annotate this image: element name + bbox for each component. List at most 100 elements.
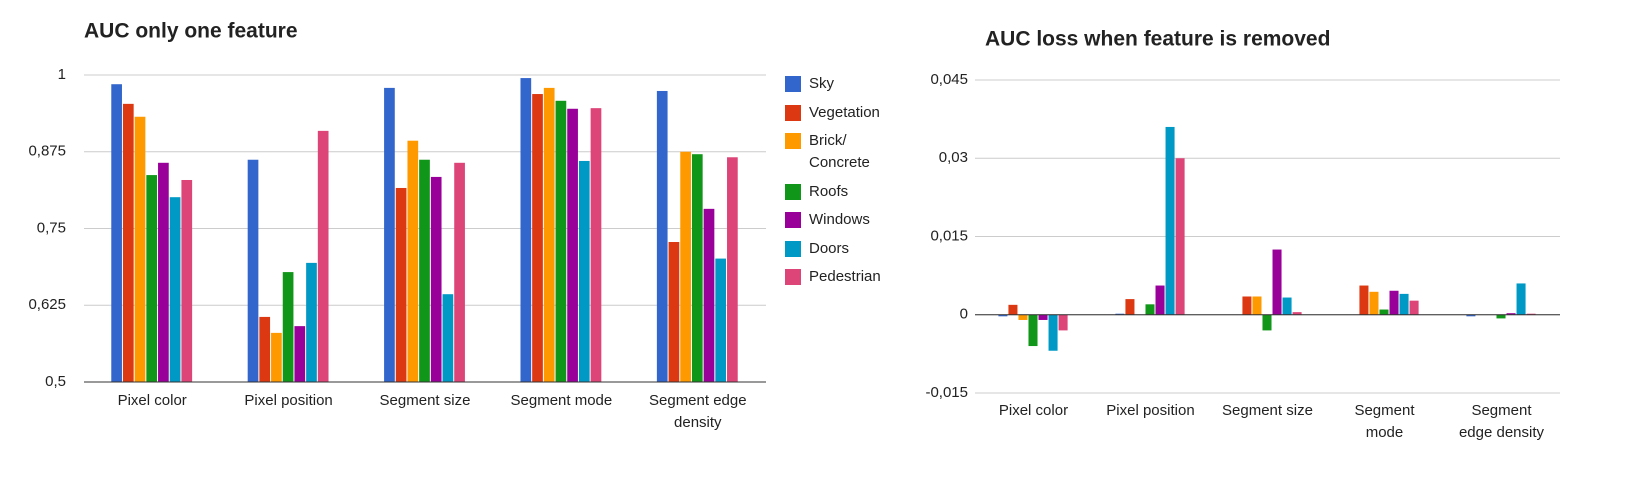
- chart-title: AUC only one feature: [84, 20, 298, 43]
- bar: [395, 187, 407, 382]
- bar: [715, 258, 727, 382]
- x-tick-label: Segment mode: [1354, 402, 1415, 441]
- bar: [1272, 249, 1282, 315]
- bar: [1409, 300, 1419, 315]
- bar: [656, 90, 668, 383]
- bar: [419, 159, 430, 382]
- y-tick-label: 0,015: [930, 227, 968, 244]
- bar: [247, 159, 259, 382]
- y-tick-label: 0,625: [28, 296, 66, 313]
- x-tick-label: Pixel position: [244, 392, 333, 409]
- bar: [1018, 314, 1028, 320]
- bar: [317, 130, 329, 382]
- bar: [181, 179, 193, 382]
- bar: [1526, 313, 1536, 315]
- bar: [259, 316, 271, 382]
- bar: [1506, 313, 1516, 315]
- x-tick-label: Segment edge density: [649, 392, 747, 431]
- bar: [1262, 314, 1272, 331]
- bar: [578, 160, 590, 382]
- x-tick-label: Pixel color: [117, 392, 187, 409]
- bar: [282, 272, 294, 382]
- bar: [1175, 158, 1185, 315]
- bar: [111, 84, 122, 383]
- bar: [1048, 314, 1058, 351]
- bar: [1389, 290, 1399, 315]
- x-tick-label: Segment mode: [510, 392, 613, 409]
- legend-swatch: [785, 183, 801, 200]
- bar: [294, 326, 306, 382]
- x-tick-label: Segment edge density: [1458, 402, 1545, 441]
- chart-title: AUC loss when feature is removed: [985, 28, 1330, 51]
- bar: [169, 197, 181, 382]
- bar: [146, 175, 158, 382]
- bar: [567, 108, 578, 383]
- bar: [680, 151, 691, 382]
- legend-label: Windows: [809, 211, 870, 228]
- bar: [1282, 297, 1292, 315]
- bar: [430, 176, 442, 382]
- bar: [1516, 283, 1526, 315]
- legend-label: Sky: [809, 75, 835, 92]
- bar: [1008, 304, 1018, 315]
- y-tick-label: 0,5: [45, 373, 66, 390]
- bar: [1292, 312, 1302, 315]
- bar: [271, 332, 282, 382]
- legend-swatch: [785, 212, 801, 228]
- bar: [1379, 309, 1389, 315]
- bar: [122, 103, 134, 382]
- bar: [727, 157, 738, 382]
- bar: [407, 140, 419, 382]
- bar: [442, 294, 454, 382]
- bar: [1145, 304, 1155, 315]
- bar: [306, 262, 317, 382]
- bar: [384, 87, 395, 383]
- bar: [134, 116, 146, 382]
- bar: [1058, 314, 1068, 331]
- legend-label: Brick/ Concrete: [809, 132, 870, 171]
- bar: [1155, 285, 1165, 315]
- y-tick-label: 0,045: [930, 71, 968, 88]
- bar: [1242, 296, 1252, 315]
- legend-swatch: [785, 76, 801, 92]
- bar: [454, 162, 465, 382]
- y-tick-label: 0,875: [28, 143, 66, 160]
- bar: [1359, 285, 1369, 315]
- legend-swatch: [785, 104, 801, 121]
- bar: [1369, 291, 1379, 315]
- x-tick-label: Segment size: [1222, 402, 1313, 419]
- bar: [691, 154, 703, 382]
- bar: [555, 100, 567, 383]
- y-tick-label: 1: [58, 66, 66, 83]
- bar: [532, 94, 543, 382]
- bar: [998, 314, 1008, 317]
- bar: [590, 108, 602, 382]
- legend-swatch: [785, 133, 801, 149]
- x-tick-label: Pixel position: [1106, 402, 1195, 419]
- bar: [1496, 314, 1506, 319]
- bar: [543, 87, 555, 383]
- bar: [1038, 314, 1048, 320]
- legend-label: Doors: [809, 239, 850, 257]
- y-tick-label: 0,03: [939, 149, 968, 166]
- legend-label: Pedestrian: [809, 268, 881, 285]
- y-tick-label: 0: [960, 306, 968, 323]
- bar: [1165, 126, 1175, 315]
- bar: [1252, 296, 1262, 315]
- legend-label: Roofs: [809, 182, 849, 200]
- legend-swatch: [785, 269, 801, 285]
- x-tick-label: Pixel color: [998, 402, 1069, 419]
- legend-label: Vegetation: [809, 103, 880, 121]
- y-tick-label: -0,015: [925, 384, 968, 401]
- bar: [1115, 313, 1125, 315]
- bar: [1028, 314, 1038, 347]
- bar: [158, 162, 169, 382]
- bar: [668, 242, 680, 382]
- legend-swatch: [785, 240, 801, 257]
- x-tick-label: Segment size: [379, 392, 471, 409]
- bar: [520, 78, 532, 382]
- bar: [1125, 299, 1135, 315]
- bar: [1399, 293, 1409, 315]
